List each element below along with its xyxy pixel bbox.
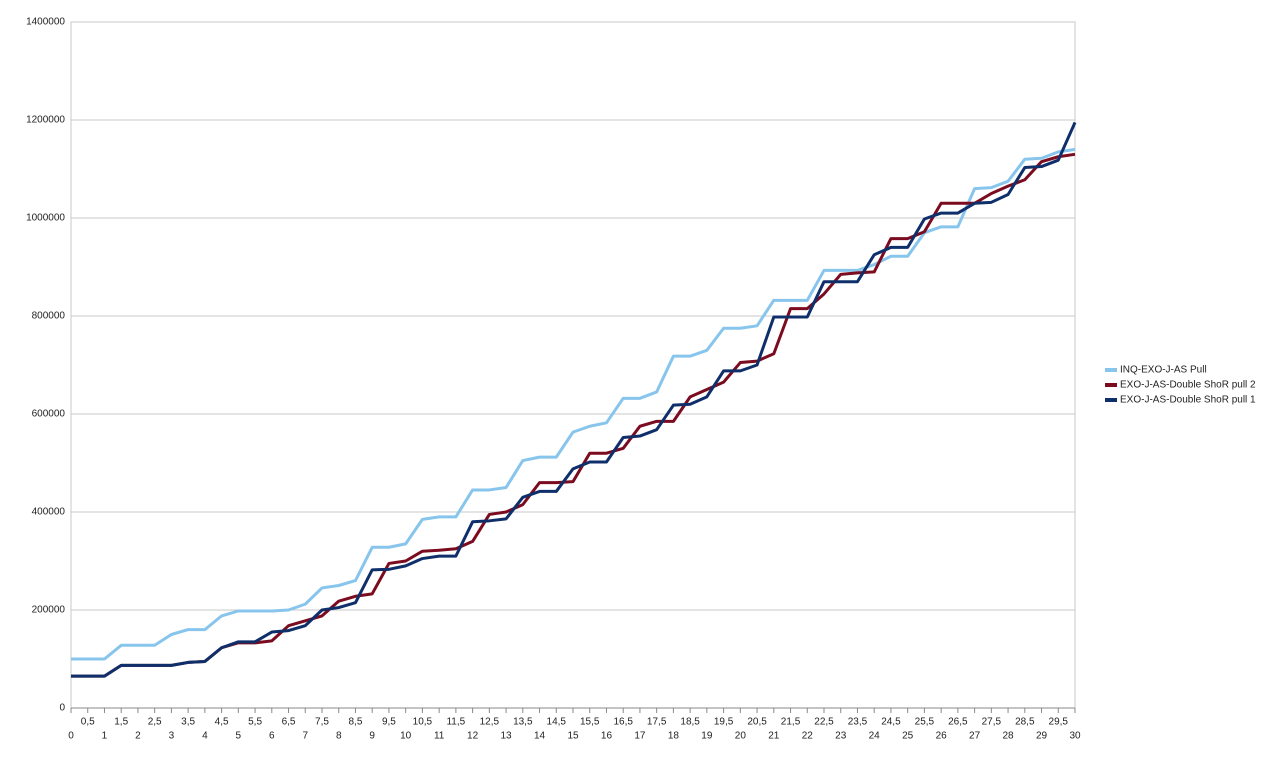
x-tick-label: 13 bbox=[501, 731, 513, 742]
x-tick-label: 2,5 bbox=[148, 717, 162, 728]
x-tick-label: 14 bbox=[534, 731, 546, 742]
grid: 0 200000 400000 600000 800000 1000000 1200000 1… bbox=[26, 17, 1081, 742]
y-tick-label: 200000 bbox=[32, 605, 66, 616]
x-tick-label: 7,5 bbox=[315, 717, 329, 728]
x-tick-label: 1 bbox=[102, 731, 108, 742]
x-tick-label: 18,5 bbox=[680, 717, 700, 728]
plot-frame bbox=[70, 21, 1076, 709]
series-line bbox=[71, 121, 1077, 678]
x-tick-label: 18 bbox=[668, 731, 680, 742]
x-tick-label: 1,5 bbox=[114, 717, 128, 728]
y-tick-label: 400000 bbox=[32, 507, 66, 518]
x-tick-label: 3 bbox=[169, 731, 175, 742]
x-tick-label: 9,5 bbox=[382, 717, 396, 728]
x-tick-label: 5 bbox=[236, 731, 242, 742]
x-tick-label: 9 bbox=[369, 731, 375, 742]
x-tick-label: 14,5 bbox=[547, 717, 567, 728]
x-tick-label: 6 bbox=[269, 731, 275, 742]
x-tick-label: 24,5 bbox=[881, 717, 901, 728]
x-tick-label: 28,5 bbox=[1015, 717, 1035, 728]
x-tick-label: 13,5 bbox=[513, 717, 533, 728]
x-tick-label: 16 bbox=[601, 731, 613, 742]
x-tick-label: 30 bbox=[1069, 731, 1081, 742]
x-tick-label: 7 bbox=[302, 731, 308, 742]
legend-label: EXO-J-AS-Double ShoR pull 1 bbox=[1120, 395, 1256, 406]
x-tick-label: 24 bbox=[869, 731, 881, 742]
x-tick-label: 25 bbox=[902, 731, 914, 742]
x-tick-label: 0 bbox=[68, 731, 74, 742]
x-tick-label: 21,5 bbox=[781, 717, 801, 728]
x-tick-label: 20,5 bbox=[747, 717, 767, 728]
x-tick-label: 27 bbox=[969, 731, 981, 742]
x-tick-label: 6,5 bbox=[282, 717, 296, 728]
y-tick-label: 0 bbox=[59, 703, 65, 714]
x-tick-label: 19,5 bbox=[714, 717, 734, 728]
x-tick-label: 29 bbox=[1036, 731, 1048, 742]
x-tick-label: 21 bbox=[768, 731, 780, 742]
x-tick-label: 17 bbox=[634, 731, 646, 742]
x-tick-label: 27,5 bbox=[982, 717, 1002, 728]
x-tick-label: 22 bbox=[802, 731, 814, 742]
x-tick-label: 3,5 bbox=[181, 717, 195, 728]
series-line bbox=[71, 147, 1076, 661]
x-tick-label: 16,5 bbox=[613, 717, 633, 728]
series-line bbox=[71, 152, 1076, 678]
y-tick-label: 1000000 bbox=[26, 213, 65, 224]
x-tick-label: 8 bbox=[336, 731, 342, 742]
x-tick-label: 5,5 bbox=[248, 717, 262, 728]
y-tick-label: 600000 bbox=[32, 409, 66, 420]
x-tick-label: 28 bbox=[1003, 731, 1015, 742]
y-tick-label: 800000 bbox=[32, 311, 66, 322]
x-tick-label: 0,5 bbox=[81, 717, 95, 728]
x-tick-label: 17,5 bbox=[647, 717, 667, 728]
x-tick-label: 23,5 bbox=[848, 717, 868, 728]
legend-label: INQ-EXO-J-AS Pull bbox=[1120, 365, 1207, 376]
x-tick-label: 8,5 bbox=[349, 717, 363, 728]
x-tick-label: 22,5 bbox=[814, 717, 834, 728]
x-tick-label: 12 bbox=[467, 731, 479, 742]
x-tick-label: 2 bbox=[135, 731, 141, 742]
x-tick-label: 11 bbox=[434, 731, 445, 742]
x-tick-label: 11,5 bbox=[446, 717, 465, 728]
x-tick-label: 4,5 bbox=[215, 717, 229, 728]
x-tick-label: 10 bbox=[400, 731, 412, 742]
x-tick-label: 4 bbox=[202, 731, 208, 742]
legend-label: EXO-J-AS-Double ShoR pull 2 bbox=[1120, 380, 1256, 391]
x-tick-label: 23 bbox=[835, 731, 847, 742]
x-tick-label: 19 bbox=[701, 731, 713, 742]
x-tick-label: 20 bbox=[735, 731, 747, 742]
x-tick-label: 29,5 bbox=[1049, 717, 1069, 728]
x-tick-label: 25,5 bbox=[915, 717, 935, 728]
x-tick-label: 15,5 bbox=[580, 717, 600, 728]
lines bbox=[71, 121, 1077, 678]
y-tick-label: 1200000 bbox=[26, 115, 65, 126]
x-tick-label: 15 bbox=[567, 731, 579, 742]
x-tick-label: 26 bbox=[936, 731, 948, 742]
x-tick-label: 10,5 bbox=[413, 717, 433, 728]
legend: INQ-EXO-J-AS Pull EXO-J-AS-Double ShoR pu… bbox=[1105, 365, 1256, 406]
y-tick-label: 1400000 bbox=[26, 17, 65, 28]
x-tick-label: 12,5 bbox=[480, 717, 500, 728]
x-tick-label: 26,5 bbox=[948, 717, 968, 728]
